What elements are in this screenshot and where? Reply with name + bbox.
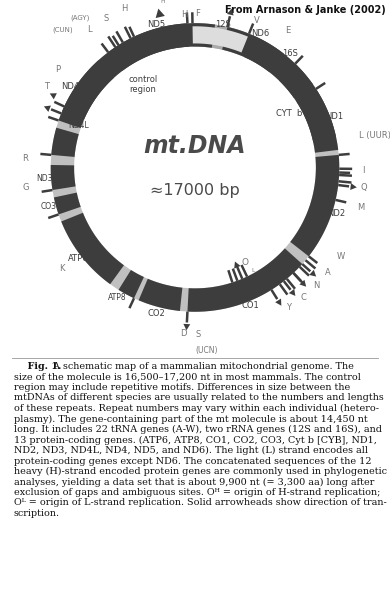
Polygon shape: [51, 128, 79, 157]
Text: R: R: [22, 154, 28, 163]
Text: (CUN): (CUN): [52, 27, 73, 33]
Polygon shape: [61, 213, 124, 284]
Text: A schematic map of a mammalian mitochondrial genome. The
size of the molecule is: A schematic map of a mammalian mitochond…: [14, 362, 386, 518]
Text: L: L: [251, 268, 254, 273]
Text: S: S: [195, 330, 200, 339]
Text: ND4: ND4: [61, 82, 80, 91]
Text: T: T: [44, 82, 49, 91]
Text: L (UUR): L (UUR): [359, 131, 390, 140]
Text: C: C: [300, 293, 306, 302]
Text: ND4L: ND4L: [69, 121, 89, 130]
Polygon shape: [244, 36, 313, 98]
Polygon shape: [138, 279, 183, 311]
Polygon shape: [108, 23, 215, 71]
Text: O: O: [241, 257, 248, 266]
Text: N: N: [313, 281, 319, 290]
Text: (AGY): (AGY): [71, 15, 90, 21]
Polygon shape: [193, 23, 249, 55]
Polygon shape: [50, 93, 57, 100]
Text: CO3: CO3: [41, 202, 57, 211]
Text: Q: Q: [361, 183, 367, 193]
Text: E: E: [285, 26, 291, 35]
Text: 16S: 16S: [282, 49, 298, 58]
Text: D: D: [181, 329, 187, 339]
Polygon shape: [309, 270, 316, 277]
Text: W: W: [337, 252, 345, 260]
Polygon shape: [156, 9, 165, 18]
Text: ND3: ND3: [36, 174, 52, 183]
Text: control
region: control region: [128, 75, 158, 94]
Text: H: H: [182, 10, 188, 19]
Text: K: K: [59, 263, 64, 273]
Polygon shape: [350, 183, 357, 190]
Text: 12S: 12S: [215, 20, 231, 29]
Text: ATP6: ATP6: [67, 254, 88, 263]
Text: H: H: [160, 0, 165, 4]
Text: CO2: CO2: [147, 309, 165, 318]
Text: L: L: [87, 25, 91, 34]
Polygon shape: [44, 105, 51, 112]
Text: H: H: [121, 4, 128, 14]
Polygon shape: [193, 27, 248, 52]
Polygon shape: [275, 299, 282, 306]
Text: M: M: [357, 203, 364, 213]
Polygon shape: [54, 193, 81, 214]
Text: ND6: ND6: [251, 29, 269, 38]
Polygon shape: [289, 289, 295, 296]
Polygon shape: [222, 27, 284, 72]
Text: Fig. 1.: Fig. 1.: [14, 362, 61, 371]
Text: A: A: [325, 268, 331, 277]
Text: ATP8: ATP8: [108, 293, 126, 302]
Text: ≈17000 bp: ≈17000 bp: [150, 183, 240, 198]
Polygon shape: [279, 64, 336, 143]
Polygon shape: [188, 249, 302, 312]
Text: I: I: [362, 166, 365, 175]
Polygon shape: [290, 155, 339, 256]
Text: mt.DNA: mt.DNA: [144, 134, 246, 158]
Polygon shape: [300, 280, 306, 287]
Polygon shape: [51, 23, 339, 312]
Polygon shape: [119, 270, 144, 298]
Text: CYT  b: CYT b: [276, 108, 302, 118]
Polygon shape: [227, 9, 234, 15]
Text: ND5: ND5: [147, 19, 166, 28]
Text: P: P: [55, 65, 60, 74]
Polygon shape: [183, 324, 190, 330]
Text: Y: Y: [286, 303, 291, 312]
Text: ND2: ND2: [327, 209, 345, 218]
Polygon shape: [58, 60, 114, 128]
Text: V: V: [254, 16, 260, 25]
Text: G: G: [23, 183, 29, 193]
Polygon shape: [296, 89, 338, 153]
Polygon shape: [51, 165, 76, 190]
Text: F: F: [195, 9, 200, 18]
Text: (UCN): (UCN): [195, 346, 218, 355]
Text: ND1: ND1: [326, 112, 344, 121]
Polygon shape: [62, 24, 189, 120]
Polygon shape: [234, 262, 241, 269]
Text: From Arnason & Janke (2002): From Arnason & Janke (2002): [225, 5, 386, 15]
Text: S: S: [104, 14, 109, 23]
Text: CO1: CO1: [242, 300, 259, 310]
